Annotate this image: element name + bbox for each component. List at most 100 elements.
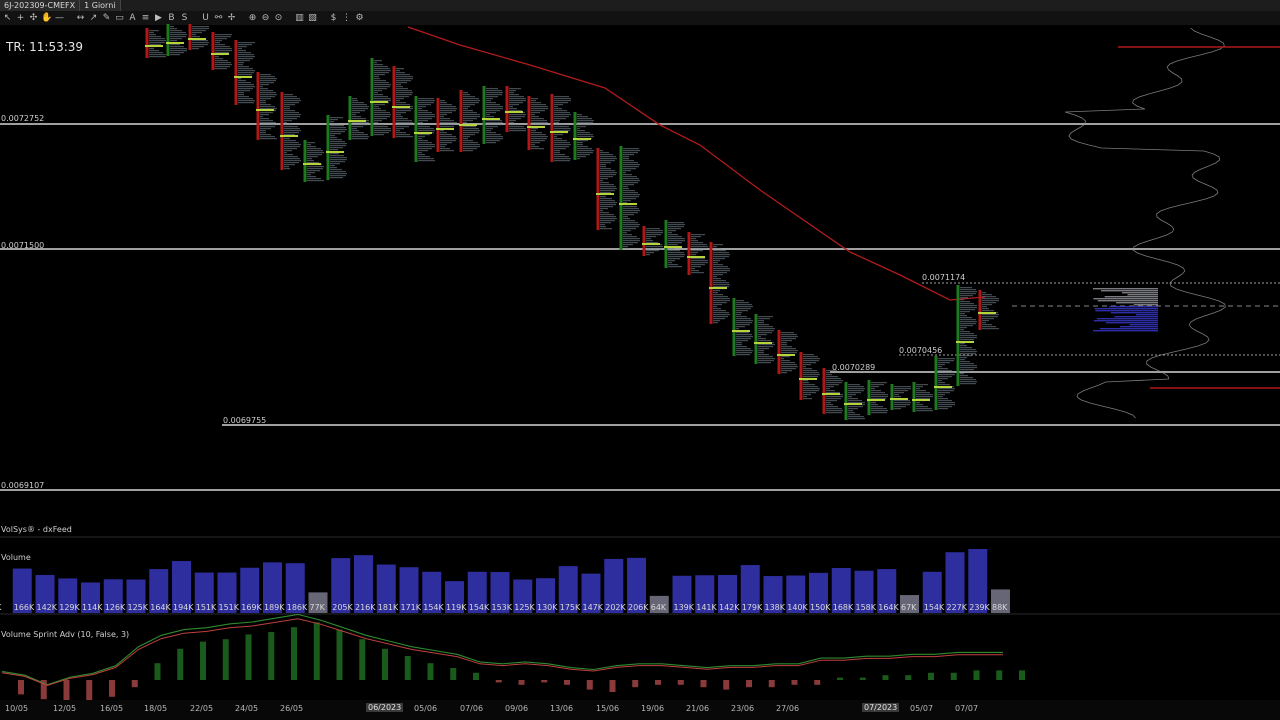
bars-icon[interactable]: ▥ xyxy=(295,12,304,23)
footprint-profile xyxy=(938,382,945,384)
chart-icon[interactable]: ▧ xyxy=(308,12,317,23)
footprint-profile xyxy=(463,104,475,106)
footprint-profile xyxy=(623,244,633,246)
footprint-profile xyxy=(623,212,638,214)
footprint-profile xyxy=(982,300,999,302)
ray-icon[interactable]: ↗ xyxy=(89,12,98,23)
u-icon[interactable]: U xyxy=(202,12,209,23)
footprint-profile xyxy=(396,90,412,92)
pointer-icon[interactable]: ↖ xyxy=(3,12,12,23)
footprint-profile xyxy=(894,408,901,410)
date-tick-label: 16/05 xyxy=(100,704,124,713)
fib-icon[interactable]: ≡ xyxy=(141,12,150,23)
footprint-profile xyxy=(509,102,523,104)
instrument-tab[interactable]: 6J-202309-CMEFX xyxy=(0,0,81,11)
footprint-profile xyxy=(554,98,571,100)
footprint-profile xyxy=(826,378,841,380)
footprint-profile xyxy=(736,308,751,310)
poc-marker xyxy=(326,151,344,153)
footprint-profile xyxy=(960,369,974,371)
footprint-profile xyxy=(982,328,999,330)
footprint-profile xyxy=(307,162,319,164)
footprint-profile xyxy=(284,96,297,98)
hline-icon[interactable]: ↔ xyxy=(76,12,85,23)
footprint-profile xyxy=(713,310,726,312)
settings-icon[interactable]: ⋮ xyxy=(342,12,351,23)
text-icon[interactable]: A xyxy=(129,12,136,23)
footprint-profile xyxy=(352,122,369,124)
footprint-profile xyxy=(307,172,315,174)
footprint-profile xyxy=(826,388,830,390)
footprint-profile xyxy=(418,126,430,128)
line-icon[interactable]: — xyxy=(55,12,64,23)
footprint-profile xyxy=(938,366,942,368)
footprint-profile xyxy=(374,80,386,82)
footprint-profile xyxy=(577,146,588,148)
crosshair-icon[interactable]: + xyxy=(16,12,25,23)
footprint-profile xyxy=(260,118,269,120)
zoom-reset-icon[interactable]: ⊙ xyxy=(274,12,283,23)
footprint-profile xyxy=(486,132,496,134)
volume-bar-label: 169K xyxy=(241,603,262,612)
rectangle-icon[interactable]: ▭ xyxy=(115,12,124,23)
bold-s-icon[interactable]: S xyxy=(181,12,188,23)
footprint-profile xyxy=(374,114,391,116)
footprint-profile xyxy=(554,138,562,140)
move-icon[interactable]: ✣ xyxy=(29,12,38,23)
footprint-profile xyxy=(600,164,606,166)
footprint-profile xyxy=(848,414,860,416)
footprint-profile xyxy=(916,390,926,392)
sprint-histogram-bar xyxy=(495,680,502,683)
volume-bar xyxy=(672,575,692,613)
footprint-profile xyxy=(646,232,663,234)
zoom-in-icon[interactable]: ⊕ xyxy=(248,12,257,23)
footprint-profile xyxy=(192,36,200,38)
pencil-icon[interactable]: ✎ xyxy=(102,12,111,23)
footprint-profile xyxy=(781,362,795,364)
footprint-profile xyxy=(486,90,502,92)
footprint-profile xyxy=(938,388,955,390)
footprint-profile xyxy=(238,42,255,44)
footprint-profile xyxy=(894,402,911,404)
footprint-profile xyxy=(440,130,444,132)
zoom-out-icon[interactable]: ⊖ xyxy=(261,12,270,23)
footprint-profile xyxy=(260,114,269,116)
timeframe-tab[interactable]: 1 Giorni xyxy=(80,0,121,11)
footprint-profile xyxy=(758,320,764,322)
footprint-profile xyxy=(463,138,468,140)
footprint-profile xyxy=(509,94,519,96)
footprint-profile xyxy=(170,34,187,36)
footprint-profile xyxy=(486,122,503,124)
footprint-profile xyxy=(960,365,977,367)
footprint-profile xyxy=(758,324,769,326)
volume-bar xyxy=(536,578,555,613)
hand-icon[interactable]: ✋ xyxy=(41,12,53,23)
cross-icon[interactable]: ✢ xyxy=(227,12,236,23)
footprint-profile xyxy=(396,70,400,72)
link-icon[interactable]: ⚯ xyxy=(214,12,223,23)
date-axis[interactable]: 10/05 12/05 16/05 18/05 22/05 24/05 26/05 06/20… xyxy=(0,700,1280,720)
footprint-profile xyxy=(284,128,300,130)
footprint-profile xyxy=(713,300,730,302)
footprint-profile xyxy=(531,108,548,110)
footprint-profile xyxy=(352,98,357,100)
footprint-profile xyxy=(238,80,246,82)
footprint-profile xyxy=(713,290,720,292)
sliders-icon[interactable]: ⚙ xyxy=(355,12,364,23)
footprint-profile xyxy=(623,178,639,180)
play-icon[interactable]: ▶ xyxy=(155,12,162,23)
footprint-profile xyxy=(623,200,631,202)
bold-b-icon[interactable]: B xyxy=(168,12,175,23)
footprint-profile xyxy=(238,44,252,46)
footprint-profile xyxy=(396,102,406,104)
footprint-profile xyxy=(418,108,422,110)
footprint-profile xyxy=(713,306,717,308)
footprint-profile xyxy=(463,112,477,114)
footprint-profile xyxy=(600,166,606,168)
date-tick-label: 10/05 xyxy=(5,704,29,713)
dollar-icon[interactable]: $ xyxy=(330,12,337,23)
footprint-profile xyxy=(284,146,300,148)
footprint-profile xyxy=(396,80,411,82)
footprint-profile xyxy=(803,366,806,368)
